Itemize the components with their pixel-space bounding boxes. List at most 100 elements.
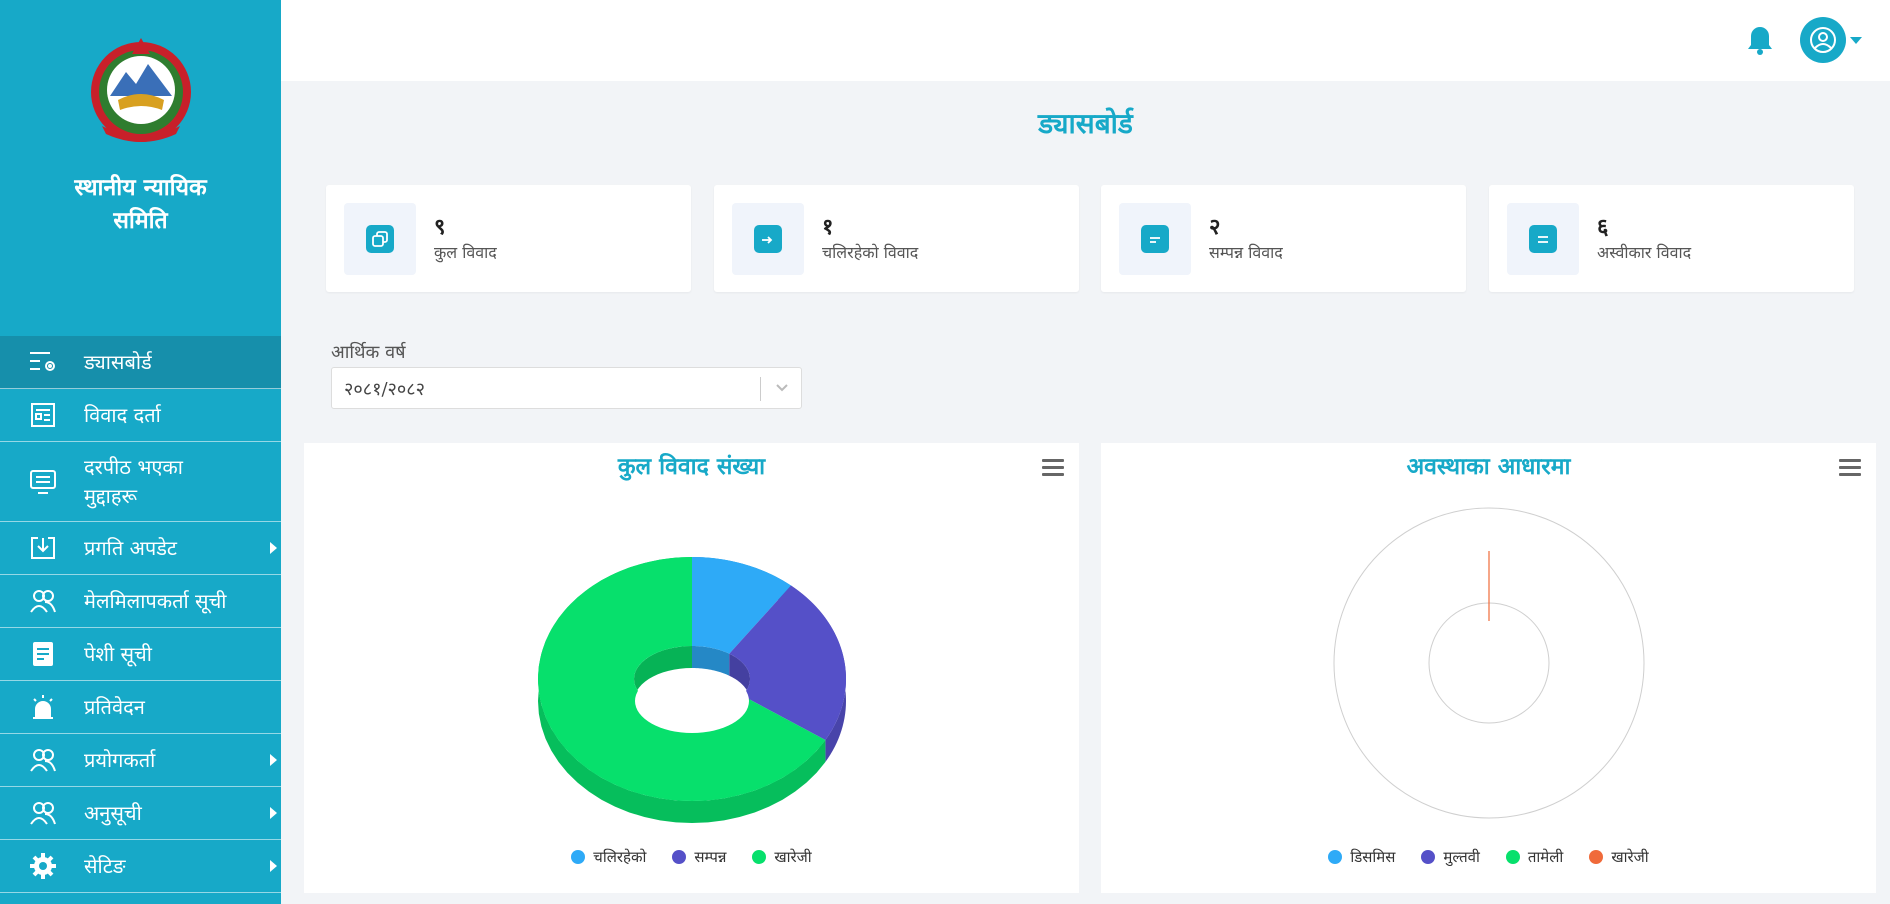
sidebar-item-settings[interactable]: सेटिङ (0, 840, 281, 893)
sidebar-item-progress-update[interactable]: प्रगति अपडेट (0, 522, 281, 575)
status-outer-ring (1333, 507, 1645, 819)
legend-swatch (1421, 850, 1436, 864)
stat-label: चलिरहेको विवाद (822, 243, 919, 262)
chevron-down-icon[interactable] (775, 380, 789, 394)
legend-label: खारेजी (1611, 848, 1649, 866)
form-icon (28, 400, 58, 430)
sidebar-item-filed-cases[interactable]: दरपीठ भएका मुद्दाहरू (0, 442, 281, 522)
legend-item[interactable]: डिसमिस (1328, 847, 1395, 867)
sidebar-item-hearing-list[interactable]: पेशी सूची (0, 628, 281, 681)
sidebar-item-dispute-register[interactable]: विवाद दर्ता (0, 389, 281, 442)
legend-label: चलिरहेको (593, 848, 647, 866)
legend-swatch (672, 850, 687, 864)
user-circle-icon (1810, 27, 1836, 53)
chevron-right-icon (270, 807, 277, 819)
sidebar-item-label: पेशी सूची (84, 641, 152, 666)
legend-swatch (1505, 850, 1520, 864)
sidebar-item-label: अनुसूची (84, 800, 142, 825)
caret-down-icon[interactable] (1850, 37, 1862, 44)
donut-slice-0[interactable] (692, 557, 791, 654)
stat-card-ongoing: १ चलिरहेको विवाद (714, 185, 1079, 292)
document-icon (28, 639, 58, 669)
legend-swatch (1328, 850, 1343, 864)
legend-swatch (571, 850, 586, 864)
nepal-emblem-logo (91, 38, 191, 142)
status-donut-chart (1333, 507, 1645, 819)
fiscal-year-label: आर्थिक वर्ष (331, 342, 406, 363)
stat-card-rejected: ६ अस्वीकार विवाद (1489, 185, 1854, 292)
page-title: ड्यासबोर्ड (1038, 107, 1133, 140)
legend-item[interactable]: मुल्तवी (1421, 847, 1480, 867)
legend-item[interactable]: खारेजी (1589, 847, 1649, 867)
sidebar-item-label: दरपीठ भएका मुद्दाहरू (84, 454, 183, 508)
donut-slice-1[interactable] (729, 585, 846, 740)
list-icon (1529, 225, 1557, 253)
sidebar-item-label: प्रगति अपडेट (84, 535, 177, 560)
stat-card-total: ९ कुल विवाद (326, 185, 691, 292)
legend-label: मुल्तवी (1443, 848, 1480, 866)
hamburger-menu-icon[interactable] (1839, 459, 1861, 479)
fiscal-year-value: २०८१/२०८२ (344, 379, 425, 400)
notification-bell-icon[interactable] (1745, 24, 1775, 56)
donut-chart (538, 557, 846, 823)
sidebar-item-label: प्रयोगकर्ता (84, 747, 156, 772)
chevron-right-icon (270, 754, 277, 766)
brand-title: स्थानीय न्यायिक समिति (74, 175, 207, 234)
legend-label: खारेजी (774, 848, 812, 866)
stat-card-completed: २ सम्पन्न विवाद (1101, 185, 1466, 292)
stat-value: २ (1209, 215, 1221, 240)
copy-icon (366, 225, 394, 253)
chart-title: अवस्थाका आधारमा (1406, 454, 1571, 480)
chart-legend: चलिरहेको सम्पन्न खारेजी (304, 847, 1079, 867)
legend-swatch (1589, 850, 1604, 864)
stat-value: ९ (434, 215, 446, 240)
chart-title: कुल विवाद संख्या (617, 454, 766, 480)
sidebar-item-schedule[interactable]: अनुसूची (0, 787, 281, 840)
legend-label: डिसमिस (1350, 848, 1396, 866)
sidebar-item-label: मेलमिलापकर्ता सूची (84, 588, 227, 613)
download-box-icon (28, 533, 58, 563)
stat-label: अस्वीकार विवाद (1597, 243, 1692, 262)
stat-value: १ (822, 215, 834, 240)
sidebar-item-dashboard[interactable]: ड्यासबोर्ड (0, 336, 281, 389)
file-arrow-icon (754, 225, 782, 253)
sidebar-item-label: विवाद दर्ता (84, 402, 161, 427)
legend-item[interactable]: चलिरहेको (571, 847, 646, 867)
gear-icon (28, 851, 58, 881)
file-text-icon (1141, 225, 1169, 253)
legend-item[interactable]: सम्पन्न (672, 847, 726, 867)
sidebar: स्थानीय न्यायिक समिति ड्यासबोर्ड विवाद द… (0, 0, 281, 904)
legend-item[interactable]: खारेजी (752, 847, 812, 867)
fiscal-year-select[interactable]: २०८१/२०८२ (331, 367, 802, 409)
sidebar-item-label: ड्यासबोर्ड (84, 349, 152, 374)
donut-inner-wall-0 (692, 646, 730, 676)
stat-label: सम्पन्न विवाद (1209, 243, 1283, 262)
legend-label: तामेली (1527, 848, 1564, 866)
chart-card-total-disputes: कुल विवाद संख्या चलिरहेको सम्पन्न खारेजी (304, 443, 1079, 893)
select-separator (760, 377, 761, 401)
chevron-right-icon (270, 860, 277, 872)
stat-value: ६ (1597, 215, 1609, 240)
sidebar-item-label: प्रतिवेदन (84, 694, 145, 719)
legend-swatch (752, 850, 767, 864)
donut-slice-2[interactable] (538, 557, 826, 801)
hamburger-menu-icon[interactable] (1042, 459, 1064, 479)
sidebar-item-mediators[interactable]: मेलमिलापकर्ता सूची (0, 575, 281, 628)
stat-label: कुल विवाद (434, 243, 497, 262)
user-avatar-button[interactable] (1800, 17, 1846, 63)
users-icon (28, 586, 58, 616)
monitor-icon (28, 467, 58, 497)
sidebar-item-label: सेटिङ (84, 853, 126, 878)
sidebar-item-report[interactable]: प्रतिवेदन (0, 681, 281, 734)
donut-hole (635, 669, 749, 733)
legend-label: सम्पन्न (694, 848, 727, 866)
legend-item[interactable]: तामेली (1505, 847, 1564, 867)
chart-card-by-status: अवस्थाका आधारमा डिसमिस मुल्तवी तामेली खा… (1101, 443, 1876, 893)
top-bar (281, 0, 1890, 81)
dashboard-settings-icon (28, 347, 58, 377)
chevron-right-icon (270, 542, 277, 554)
users-icon (28, 798, 58, 828)
sidebar-item-users[interactable]: प्रयोगकर्ता (0, 734, 281, 787)
chart-legend: डिसमिस मुल्तवी तामेली खारेजी (1101, 847, 1876, 867)
users-icon (28, 745, 58, 775)
